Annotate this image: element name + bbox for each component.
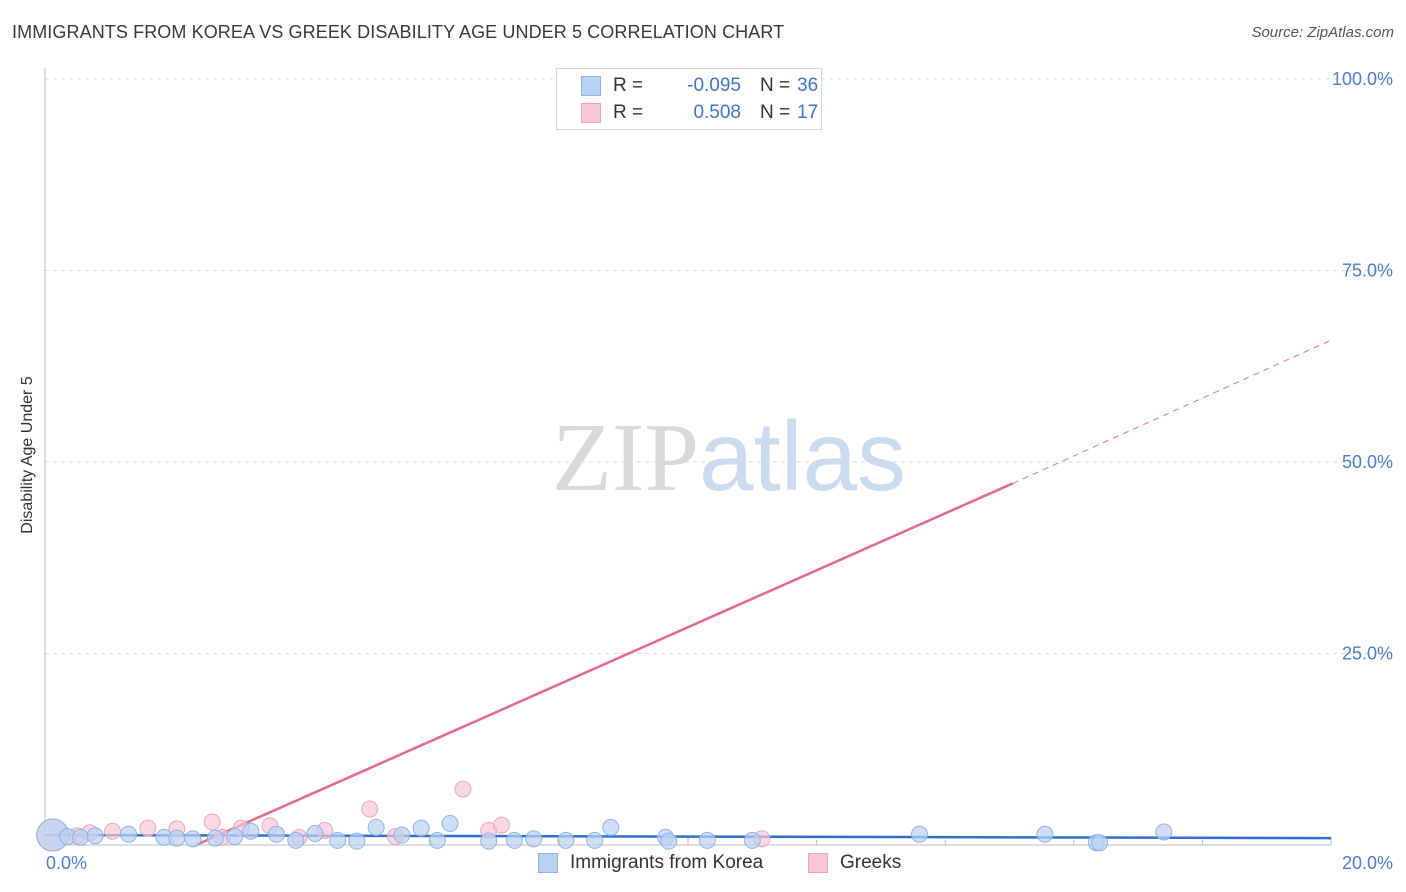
x-tick-label-1: 20.0% <box>1342 853 1393 873</box>
korea-n-value: 36 <box>797 75 819 96</box>
series-legend: Immigrants from Korea Greeks <box>0 852 1406 878</box>
gridlines <box>45 78 1392 654</box>
korea-point-18 <box>412 819 430 837</box>
legend-korea-label: Immigrants from Korea <box>570 852 764 873</box>
korea-n-label: N = <box>760 75 791 96</box>
y-tick-label-100: 100.0% <box>1332 69 1393 89</box>
greek-point-6 <box>203 813 221 831</box>
greek-trend-line <box>195 482 1014 847</box>
y-axis-label: Disability Age Under 5 <box>19 376 36 534</box>
korea-point-6 <box>168 829 186 847</box>
trend-lines <box>44 339 1332 847</box>
watermark-zip: ZIP <box>552 404 699 512</box>
korea-point-32 <box>1036 825 1054 843</box>
y-tick-label-75: 75.0% <box>1342 261 1393 281</box>
greek-point-14 <box>454 780 472 798</box>
korea-point-22 <box>505 831 523 849</box>
korea-point-31 <box>910 825 928 843</box>
greek-n-value: 17 <box>797 102 819 123</box>
y-tick-label-25: 25.0% <box>1342 644 1393 664</box>
legend-korea-swatch <box>538 853 558 873</box>
korea-point-11 <box>267 825 285 843</box>
chart-title: IMMIGRANTS FROM KOREA VS GREEK DISABILIT… <box>12 22 785 42</box>
korea-point-35 <box>1155 823 1173 841</box>
korea-swatch <box>581 76 601 96</box>
korea-point-20 <box>441 815 459 833</box>
legend-greek-label: Greeks <box>840 852 902 873</box>
greek-point-3 <box>104 822 122 840</box>
korea-r-value: -0.095 <box>687 75 741 96</box>
watermark-atlas: atlas <box>699 401 907 511</box>
greek-point-12 <box>361 800 379 818</box>
korea-point-19 <box>428 831 446 849</box>
greek-point-4 <box>139 819 157 837</box>
korea-point-17 <box>393 826 411 844</box>
legend-greek-swatch <box>808 853 828 873</box>
korea-point-34 <box>1091 834 1109 852</box>
greek-n-label: N = <box>760 102 791 123</box>
x-tick-label-0: 0.0% <box>46 853 87 873</box>
korea-point-29 <box>698 831 716 849</box>
y-tick-label-50: 50.0% <box>1342 452 1393 472</box>
data-points <box>36 780 1173 852</box>
korea-point-13 <box>306 825 324 843</box>
source-credit: Source: ZipAtlas.com <box>1251 24 1394 41</box>
greek-r-value: 0.508 <box>693 102 741 123</box>
axes <box>44 68 1332 846</box>
korea-point-3 <box>86 827 104 845</box>
korea-trend-line <box>44 833 1332 840</box>
greek-swatch <box>581 103 601 123</box>
korea-point-8 <box>206 829 224 847</box>
korea-r-label: R = <box>613 75 644 96</box>
korea-point-28 <box>660 832 678 850</box>
korea-point-12 <box>287 831 305 849</box>
korea-point-9 <box>226 828 244 846</box>
korea-point-26 <box>602 818 620 836</box>
korea-point-23 <box>525 830 543 848</box>
greek-point-16 <box>493 816 511 834</box>
korea-point-7 <box>184 830 202 848</box>
korea-point-10 <box>242 822 260 840</box>
korea-point-25 <box>586 831 604 849</box>
stats-legend: R = -0.095 N = 36 R = 0.508 N = 17 <box>556 68 822 130</box>
korea-point-14 <box>329 831 347 849</box>
korea-point-16 <box>367 818 385 836</box>
korea-point-30 <box>743 831 761 849</box>
watermark: ZIPatlas <box>552 400 906 514</box>
greek-r-label: R = <box>613 102 644 123</box>
korea-point-24 <box>557 831 575 849</box>
korea-point-21 <box>480 832 498 850</box>
korea-point-2 <box>71 828 89 846</box>
tick-labels: 25.0% 50.0% 75.0% 100.0% 0.0% 20.0% <box>46 69 1393 873</box>
korea-point-4 <box>120 825 138 843</box>
greek-trend-extension <box>1012 339 1332 484</box>
korea-point-15 <box>348 832 366 850</box>
